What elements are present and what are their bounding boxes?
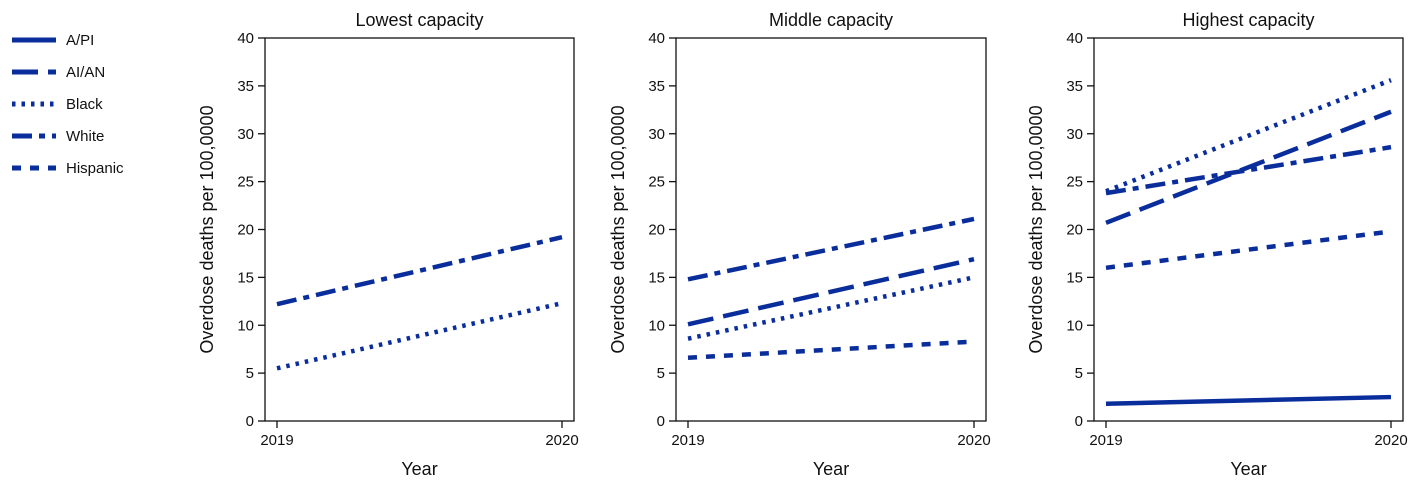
legend-label-a-pi: A/PI [66, 32, 94, 49]
y-tick-label: 25 [237, 174, 254, 191]
y-tick-label: 5 [246, 365, 254, 382]
legend-item-ai-an: AI/AN [12, 64, 105, 81]
legend-label-hispanic: Hispanic [66, 160, 124, 177]
series-line-black [687, 275, 975, 341]
series-line-white [276, 234, 563, 307]
legend-item-black: Black [12, 96, 103, 113]
y-tick-label: 20 [648, 222, 665, 239]
x-tick-label: 2020 [957, 432, 990, 449]
y-tick-label: 25 [648, 174, 665, 191]
y-axis-label: Overdose deaths per 100,0000 [608, 105, 628, 353]
x-tick-label: 2020 [1374, 432, 1407, 449]
y-tick-label: 5 [1075, 365, 1083, 382]
series-line-black [1105, 78, 1392, 194]
panel-title: Highest capacity [1182, 10, 1314, 30]
y-tick-label: 30 [648, 126, 665, 143]
series-line-black [276, 301, 563, 371]
y-tick-label: 15 [1066, 269, 1083, 286]
x-tick-label: 2020 [545, 432, 578, 449]
y-tick-label: 35 [1066, 78, 1083, 95]
legend: A/PI AI/AN Black White Hispanic [12, 32, 124, 177]
y-axis-label: Overdose deaths per 100,0000 [197, 105, 217, 353]
legend-item-white: White [12, 128, 104, 145]
y-tick-label: 0 [1075, 413, 1083, 430]
x-tick-label: 2019 [260, 432, 293, 449]
y-tick-label: 30 [1066, 126, 1083, 143]
y-tick-label: 40 [648, 30, 665, 47]
x-tick-label: 2019 [671, 432, 704, 449]
y-tick-label: 25 [1066, 174, 1083, 191]
y-tick-label: 15 [237, 269, 254, 286]
y-tick-label: 0 [246, 413, 254, 430]
legend-label-white: White [66, 128, 104, 145]
legend-label-black: Black [66, 96, 103, 113]
y-tick-label: 20 [237, 222, 254, 239]
series-line-a-pi [1105, 394, 1392, 407]
series-line-ai-an [687, 256, 975, 327]
plot-frame [264, 37, 575, 422]
x-axis-label: Year [401, 459, 437, 479]
y-tick-label: 30 [237, 126, 254, 143]
series-line-ai-an [1105, 109, 1392, 225]
plot-frame [675, 37, 987, 422]
series-line-hispanic [1105, 229, 1392, 271]
y-tick-label: 40 [237, 30, 254, 47]
legend-item-hispanic: Hispanic [12, 160, 124, 177]
panel-lowest-capacity: Lowest capacity 0 5 10 15 20 25 30 35 40 2019 2020 Y… [197, 10, 579, 479]
y-tick-label: 35 [648, 78, 665, 95]
panel-highest-capacity: Highest capacity 0 5 10 15 20 25 30 35 40 2019 2020… [1026, 10, 1408, 479]
y-tick-label: 10 [1066, 317, 1083, 334]
legend-item-a-pi: A/PI [12, 32, 94, 49]
y-tick-label: 15 [648, 269, 665, 286]
series-line-white [687, 216, 975, 282]
y-tick-label: 5 [657, 365, 665, 382]
y-axis-label: Overdose deaths per 100,0000 [1026, 105, 1046, 353]
series-line-white [1105, 144, 1392, 196]
panel-title: Middle capacity [769, 10, 893, 30]
panel-middle-capacity: Middle capacity 0 5 10 15 20 25 30 35 40 2019 2020 Y… [608, 10, 991, 479]
series-line-hispanic [687, 339, 975, 361]
legend-label-ai-an: AI/AN [66, 64, 105, 81]
x-axis-label: Year [813, 459, 849, 479]
x-axis-label: Year [1230, 459, 1266, 479]
y-tick-label: 35 [237, 78, 254, 95]
y-tick-label: 40 [1066, 30, 1083, 47]
y-tick-label: 20 [1066, 222, 1083, 239]
x-tick-label: 2019 [1089, 432, 1122, 449]
y-tick-label: 0 [657, 413, 665, 430]
panel-title: Lowest capacity [355, 10, 483, 30]
y-tick-label: 10 [648, 317, 665, 334]
y-tick-label: 10 [237, 317, 254, 334]
